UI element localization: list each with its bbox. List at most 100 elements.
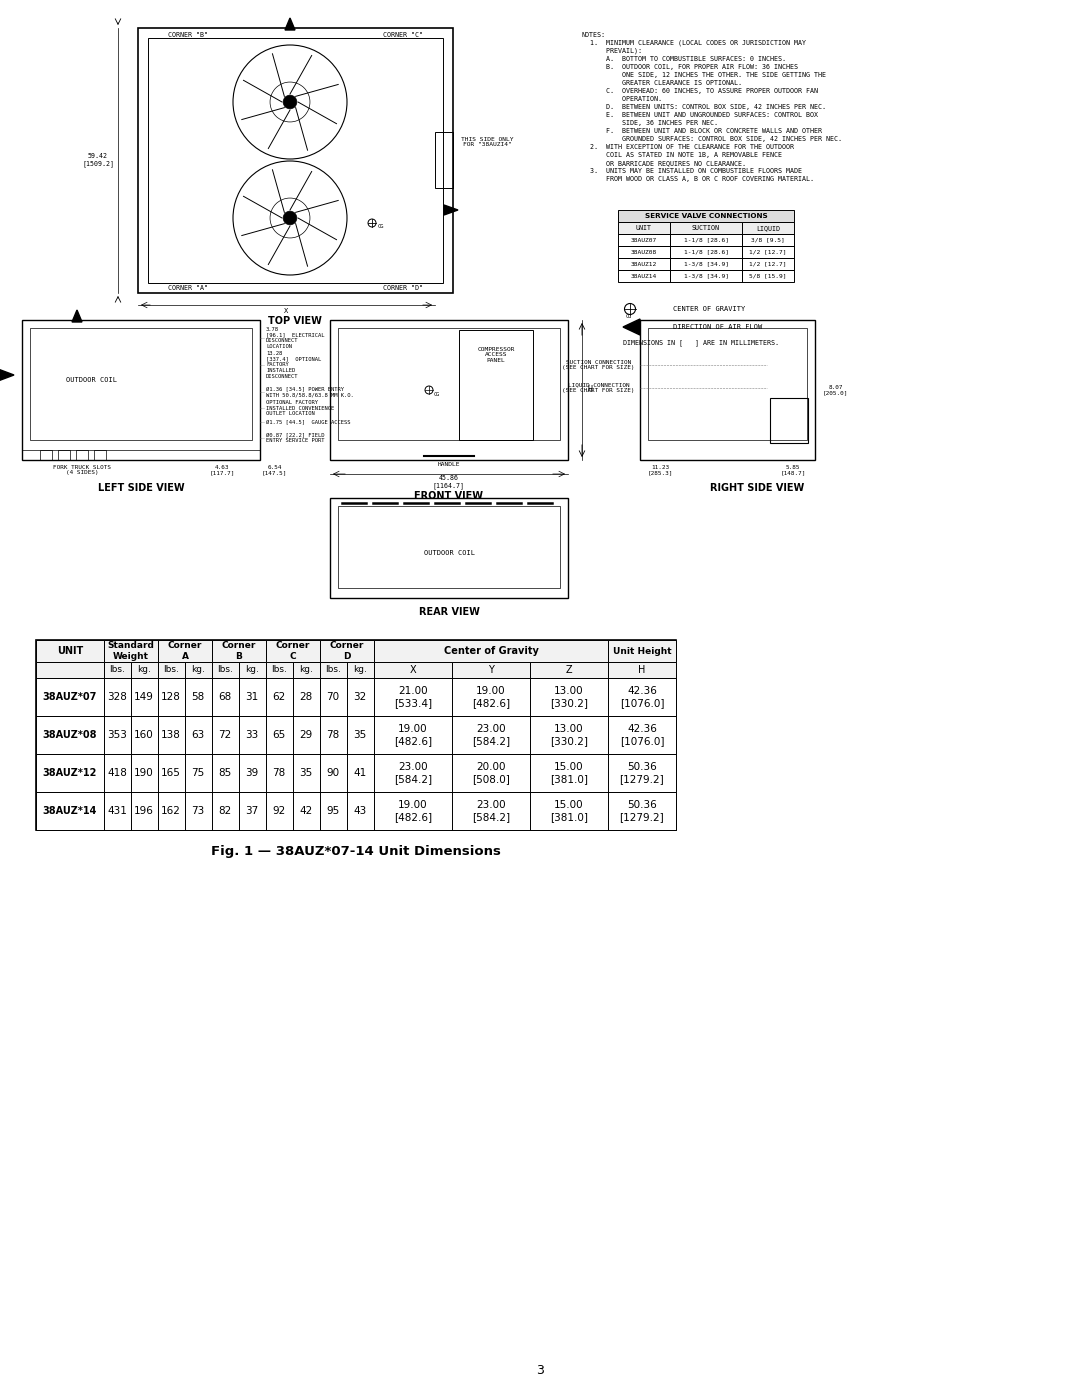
Bar [608,662,676,678]
Bar [266,754,293,792]
Bar [338,506,561,588]
Text: Corner
A: Corner A [167,641,202,661]
Text: Ø1.36 [34.5] POWER ENTRY
WITH 50.8/58.8/63.8 MM K.O.: Ø1.36 [34.5] POWER ENTRY WITH 50.8/58.8/… [266,387,354,397]
Bar [374,754,453,792]
Bar [185,754,212,792]
Bar [94,450,106,460]
Bar [131,662,158,678]
Bar [36,754,104,792]
Bar [670,246,742,258]
Text: 92: 92 [272,806,285,816]
Bar [158,754,185,792]
Bar [320,640,374,662]
Text: OUTDOOR COIL: OUTDOOR COIL [67,377,118,383]
Text: 13.00
[330.2]: 13.00 [330.2] [550,686,588,708]
Bar [320,717,347,754]
Bar [618,210,794,222]
Text: F.  BETWEEN UNIT AND BLOCK OR CONCRETE WALLS AND OTHER: F. BETWEEN UNIT AND BLOCK OR CONCRETE WA… [582,129,822,134]
Polygon shape [0,369,14,381]
Bar [742,270,794,282]
Text: 328: 328 [107,692,127,703]
Text: CORNER "C": CORNER "C" [383,32,423,38]
Text: FROM WOOD OR CLASS A, B OR C ROOF COVERING MATERIAL.: FROM WOOD OR CLASS A, B OR C ROOF COVERI… [582,176,814,182]
Bar [347,792,374,830]
Text: kg.: kg. [245,665,259,675]
Text: 431: 431 [107,806,127,816]
Bar [347,754,374,792]
Bar [618,246,670,258]
Bar [293,754,320,792]
Bar [453,662,530,678]
Text: NOTES:: NOTES: [582,32,606,38]
Text: 72: 72 [218,731,231,740]
Text: SUCTION CONNECTION
(SEE CHART FOR SIZE): SUCTION CONNECTION (SEE CHART FOR SIZE) [563,359,635,370]
Text: 138: 138 [161,731,181,740]
Text: 90: 90 [326,768,339,778]
Text: Center of Gravity: Center of Gravity [444,645,539,657]
Text: 162: 162 [161,806,181,816]
Bar [104,640,158,662]
Bar [185,717,212,754]
Text: 73: 73 [191,806,204,816]
Bar [158,662,185,678]
Text: 32: 32 [353,692,366,703]
Text: Z: Z [566,665,572,675]
Text: 42.36
[1076.0]: 42.36 [1076.0] [620,686,664,708]
Text: C.  OVERHEAD: 60 INCHES, TO ASSURE PROPER OUTDOOR FAN: C. OVERHEAD: 60 INCHES, TO ASSURE PROPER… [582,88,818,94]
Bar [435,131,453,189]
Text: SUCTION: SUCTION [692,225,720,231]
Text: 4.63
[117.7]: 4.63 [117.7] [210,465,234,475]
Text: Corner
C: Corner C [275,641,310,661]
Bar [374,640,608,662]
Text: 353: 353 [107,731,127,740]
Bar [158,640,212,662]
Text: OUTDOOR COIL: OUTDOOR COIL [423,550,474,556]
Bar [239,678,266,717]
Bar [185,662,212,678]
Text: 95: 95 [326,806,339,816]
Bar [104,717,131,754]
Text: kg.: kg. [137,665,151,675]
Text: Corner
D: Corner D [329,641,364,661]
Bar [742,222,794,235]
Text: D.  BETWEEN UNITS: CONTROL BOX SIDE, 42 INCHES PER NEC.: D. BETWEEN UNITS: CONTROL BOX SIDE, 42 I… [582,103,826,110]
Text: 45.86
[1164.7]: 45.86 [1164.7] [433,475,465,489]
Bar [320,754,347,792]
Text: 165: 165 [161,768,181,778]
Text: 41: 41 [353,768,366,778]
Text: lbs.: lbs. [325,665,341,675]
Bar [58,450,70,460]
Text: 75: 75 [191,768,204,778]
Bar [266,662,293,678]
Text: H: H [638,665,646,675]
Text: OR BARRICADE REQUIRES NO CLEARANCE.: OR BARRICADE REQUIRES NO CLEARANCE. [582,161,746,166]
Bar [608,792,676,830]
Bar [239,792,266,830]
Text: Fig. 1 — 38AUZ*07-14 Unit Dimensions: Fig. 1 — 38AUZ*07-14 Unit Dimensions [211,845,501,859]
Bar [239,662,266,678]
Bar [158,678,185,717]
Bar [618,235,670,246]
Bar [374,662,453,678]
Text: 38AUZ12: 38AUZ12 [631,261,657,267]
Text: 23.00
[584.2]: 23.00 [584.2] [472,800,510,821]
Text: 190: 190 [134,768,153,778]
Bar [374,717,453,754]
Bar [742,246,794,258]
Text: 6.54
[147.5]: 6.54 [147.5] [262,465,287,475]
Text: 38AUZ08: 38AUZ08 [631,250,657,254]
Text: 50.36
[1279.2]: 50.36 [1279.2] [620,800,664,821]
Bar [212,754,239,792]
Text: OPERATION.: OPERATION. [582,96,662,102]
Text: 38AUZ*14: 38AUZ*14 [43,806,97,816]
Text: kg.: kg. [353,665,367,675]
Bar [185,792,212,830]
Text: 13.28
[337.4]  OPTIONAL
FACTORY
INSTALLED
DISCONNECT: 13.28 [337.4] OPTIONAL FACTORY INSTALLED… [266,351,321,379]
Text: CORNER "D": CORNER "D" [383,285,423,291]
Text: OPTIONAL FACTORY
INSTALLED CONVENIENCE
OUTLET LOCATION: OPTIONAL FACTORY INSTALLED CONVENIENCE O… [266,400,334,416]
Text: LEFT SIDE VIEW: LEFT SIDE VIEW [97,483,185,493]
Bar [608,717,676,754]
Bar [648,328,807,440]
Bar [640,320,815,460]
Text: 68: 68 [218,692,231,703]
